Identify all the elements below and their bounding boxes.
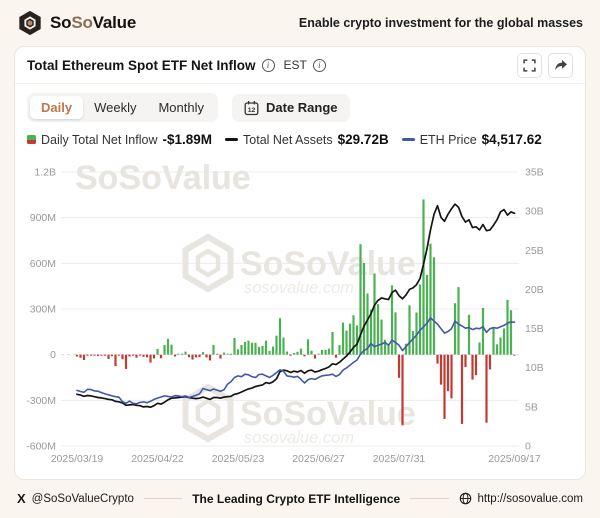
svg-text:20B: 20B xyxy=(525,284,544,296)
net-assets-value: $29.72B xyxy=(337,132,389,147)
svg-text:35B: 35B xyxy=(525,167,544,179)
svg-text:sosovalue.com: sosovalue.com xyxy=(244,279,354,297)
page-footer: X @SoSoValueCrypto The Leading Crypto ET… xyxy=(0,480,600,517)
x-twitter-icon: X xyxy=(17,491,26,506)
brand: SoSoValue xyxy=(17,10,136,36)
fullscreen-icon xyxy=(523,58,536,72)
card-title: Total Ethereum Spot ETF Net Inflow xyxy=(27,57,256,73)
svg-text:0: 0 xyxy=(525,441,531,453)
total-net-assets-line xyxy=(76,203,516,409)
blue-line-swatch-icon xyxy=(401,138,415,141)
svg-text:600M: 600M xyxy=(30,258,56,270)
svg-text:0: 0 xyxy=(50,349,56,361)
svg-text:SoSoValue: SoSoValue xyxy=(75,159,251,197)
footer-twitter: X @SoSoValueCrypto xyxy=(17,491,134,506)
svg-text:300M: 300M xyxy=(30,304,56,316)
inflow-bars xyxy=(75,199,516,426)
etf-chart-svg[interactable]: 1.2B 900M 600M 300M 0 -300M -600M 35B 30B 25B 20B 1… xyxy=(15,149,587,471)
etf-chart-card: Total Ethereum Spot ETF Net Inflow i EST… xyxy=(14,46,586,480)
footer-url: http://sosovalue.com xyxy=(459,492,583,505)
bar-swatch-icon xyxy=(27,135,36,144)
globe-icon xyxy=(459,492,471,505)
date-range-button[interactable]: 12 Date Range xyxy=(232,93,350,122)
svg-text:2025/04/22: 2025/04/22 xyxy=(131,453,184,465)
interval-tab-group: Daily Weekly Monthly xyxy=(27,93,218,122)
twitter-handle: @SoSoValueCrypto xyxy=(31,492,134,505)
black-line-swatch-icon xyxy=(225,138,239,141)
share-icon xyxy=(554,59,567,70)
footer-url-text: http://sosovalue.com xyxy=(477,492,583,505)
svg-text:2025/07/31: 2025/07/31 xyxy=(373,453,426,465)
svg-text:sosovalue.com: sosovalue.com xyxy=(244,429,354,447)
svg-text:10B: 10B xyxy=(525,362,544,374)
svg-text:1.2B: 1.2B xyxy=(34,167,56,179)
timezone-info-icon[interactable]: i xyxy=(312,58,326,72)
svg-text:30B: 30B xyxy=(525,206,544,218)
brand-wordmark: SoSoValue xyxy=(50,13,137,32)
svg-text:5B: 5B xyxy=(525,401,538,413)
eth-price-line xyxy=(76,317,516,405)
tab-monthly[interactable]: Monthly xyxy=(158,100,204,115)
chart-legend: Daily Total Net Inflow -$1.89M Total Net… xyxy=(27,132,573,147)
sosovalue-logo-icon xyxy=(19,10,41,36)
date-range-label: Date Range xyxy=(266,100,338,115)
share-button[interactable] xyxy=(548,52,573,78)
svg-text:2025/09/17: 2025/09/17 xyxy=(488,453,541,465)
header-tagline: Enable crypto investment for the global … xyxy=(298,16,583,30)
calendar-icon: 12 xyxy=(244,100,259,115)
svg-text:-300M: -300M xyxy=(26,395,56,407)
svg-text:2025/05/23: 2025/05/23 xyxy=(212,453,265,465)
svg-text:-600M: -600M xyxy=(26,441,56,453)
fullscreen-button[interactable] xyxy=(517,52,542,78)
footer-divider-right xyxy=(410,498,449,499)
chart-area[interactable]: 1.2B 900M 600M 300M 0 -300M -600M 35B 30B 25B 20B 1… xyxy=(15,149,585,471)
legend-item-eth-price[interactable]: ETH Price $4,517.62 xyxy=(401,132,542,147)
tab-daily[interactable]: Daily xyxy=(30,96,84,119)
svg-text:2025/03/19: 2025/03/19 xyxy=(51,453,104,465)
svg-text:2025/06/27: 2025/06/27 xyxy=(292,453,345,465)
footer-slogan: The Leading Crypto ETF Intelligence xyxy=(192,491,401,506)
legend-item-net-inflow[interactable]: Daily Total Net Inflow -$1.89M xyxy=(27,132,212,147)
tabs-row: Daily Weekly Monthly 12 Date Range xyxy=(27,93,573,122)
footer-divider-left xyxy=(143,498,183,499)
top-header: SoSoValue Enable crypto investment for t… xyxy=(0,0,600,46)
timezone-label: EST xyxy=(283,58,307,72)
tab-weekly[interactable]: Weekly xyxy=(94,100,137,115)
legend-item-net-assets[interactable]: Total Net Assets $29.72B xyxy=(225,132,389,147)
svg-text:25B: 25B xyxy=(525,245,544,257)
svg-text:12: 12 xyxy=(248,107,256,114)
svg-text:SoSoValue: SoSoValue xyxy=(240,245,416,283)
eth-price-value: $4,517.62 xyxy=(481,132,542,147)
svg-text:15B: 15B xyxy=(525,323,544,335)
title-info-icon[interactable]: i xyxy=(261,58,275,72)
svg-text:SoSoValue: SoSoValue xyxy=(240,395,416,433)
svg-text:900M: 900M xyxy=(30,212,56,224)
net-inflow-value: -$1.89M xyxy=(162,132,213,147)
card-header: Total Ethereum Spot ETF Net Inflow i EST… xyxy=(15,47,585,84)
svg-text:SoSoValue: SoSoValue xyxy=(75,159,251,197)
